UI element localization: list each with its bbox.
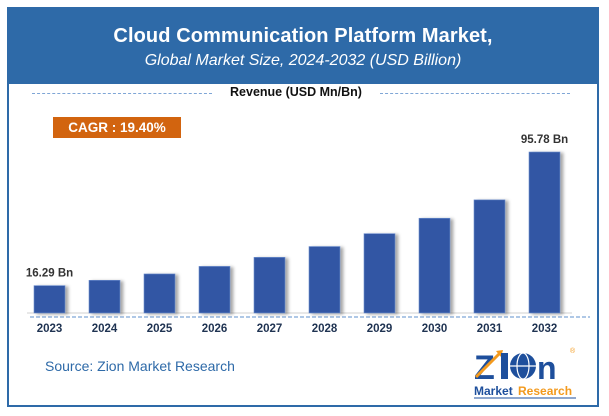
bar-2027 — [253, 257, 286, 314]
x-tick-label: 2028 — [312, 323, 338, 335]
zion-logo: Z n ® Market Research — [474, 347, 576, 399]
bar-2029 — [363, 233, 396, 314]
bar-2025 — [143, 273, 176, 314]
logo-n: n — [537, 350, 557, 386]
cagr-badge: CAGR : 19.40% — [53, 117, 181, 138]
bar-2024 — [88, 280, 121, 314]
chart-title: Cloud Communication Platform Market, — [113, 25, 493, 47]
bar-2023 — [33, 285, 66, 314]
data-label-2023: 16.29 Bn — [26, 268, 73, 280]
x-tick-label: 2031 — [477, 323, 503, 335]
x-tick-label: 2029 — [367, 323, 393, 335]
bar-2031 — [473, 199, 506, 314]
bar-2028 — [308, 246, 341, 314]
bar-2032 — [528, 151, 561, 314]
revenue-legend-row: Revenue (USD Mn/Bn) — [22, 85, 570, 101]
x-tick-label: 2032 — [532, 323, 558, 335]
x-tick-label: 2026 — [202, 323, 228, 335]
chart-header: Cloud Communication Platform Market, Glo… — [9, 9, 597, 84]
x-tick-label: 2024 — [92, 323, 118, 335]
dashed-divider-right — [380, 93, 570, 94]
chart-subtitle: Global Market Size, 2024-2032 (USD Billi… — [144, 52, 462, 69]
x-tick-label: 2025 — [147, 323, 173, 335]
revenue-label: Revenue (USD Mn/Bn) — [220, 85, 372, 99]
logo-research-text: Research — [518, 384, 572, 398]
bar-2030 — [418, 217, 451, 314]
logo-arrow-icon — [474, 351, 502, 379]
x-tick-label: 2027 — [257, 323, 283, 335]
data-label-2032: 95.78 Bn — [521, 134, 568, 146]
registered-mark: ® — [570, 347, 576, 355]
logo-i — [501, 353, 508, 379]
bar-2026 — [198, 266, 231, 314]
dashed-divider-left — [32, 93, 212, 94]
logo-market-text: Market — [474, 384, 513, 398]
x-tick-label: 2030 — [422, 323, 448, 335]
source-text: Source: Zion Market Research — [45, 358, 235, 374]
x-tick-label: 2023 — [37, 323, 63, 335]
